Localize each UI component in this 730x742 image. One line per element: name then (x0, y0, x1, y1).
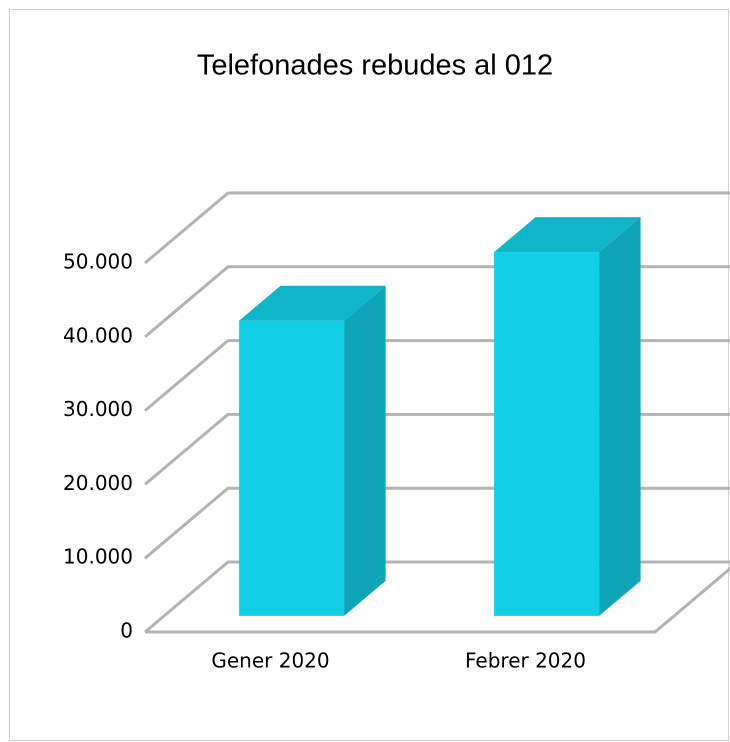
x-tick-label: Febrer 2020 (465, 649, 586, 673)
grid-line (144, 191, 730, 265)
chart-title: Telefonades rebudes al 012 (197, 50, 553, 82)
bar-top (239, 285, 386, 321)
y-tick-label: 0 (120, 619, 133, 643)
y-tick-label: 50.000 (63, 250, 133, 274)
bar-side (344, 285, 386, 616)
bar (494, 252, 600, 616)
bar-top (494, 217, 641, 253)
y-tick-label: 20.000 (63, 471, 133, 495)
bar-side (599, 217, 641, 616)
y-tick-label: 30.000 (63, 397, 133, 421)
y-tick-label: 40.000 (63, 323, 133, 347)
y-tick-label: 10.000 (63, 545, 133, 569)
bar (239, 320, 345, 616)
x-tick-label: Gener 2020 (211, 649, 329, 673)
